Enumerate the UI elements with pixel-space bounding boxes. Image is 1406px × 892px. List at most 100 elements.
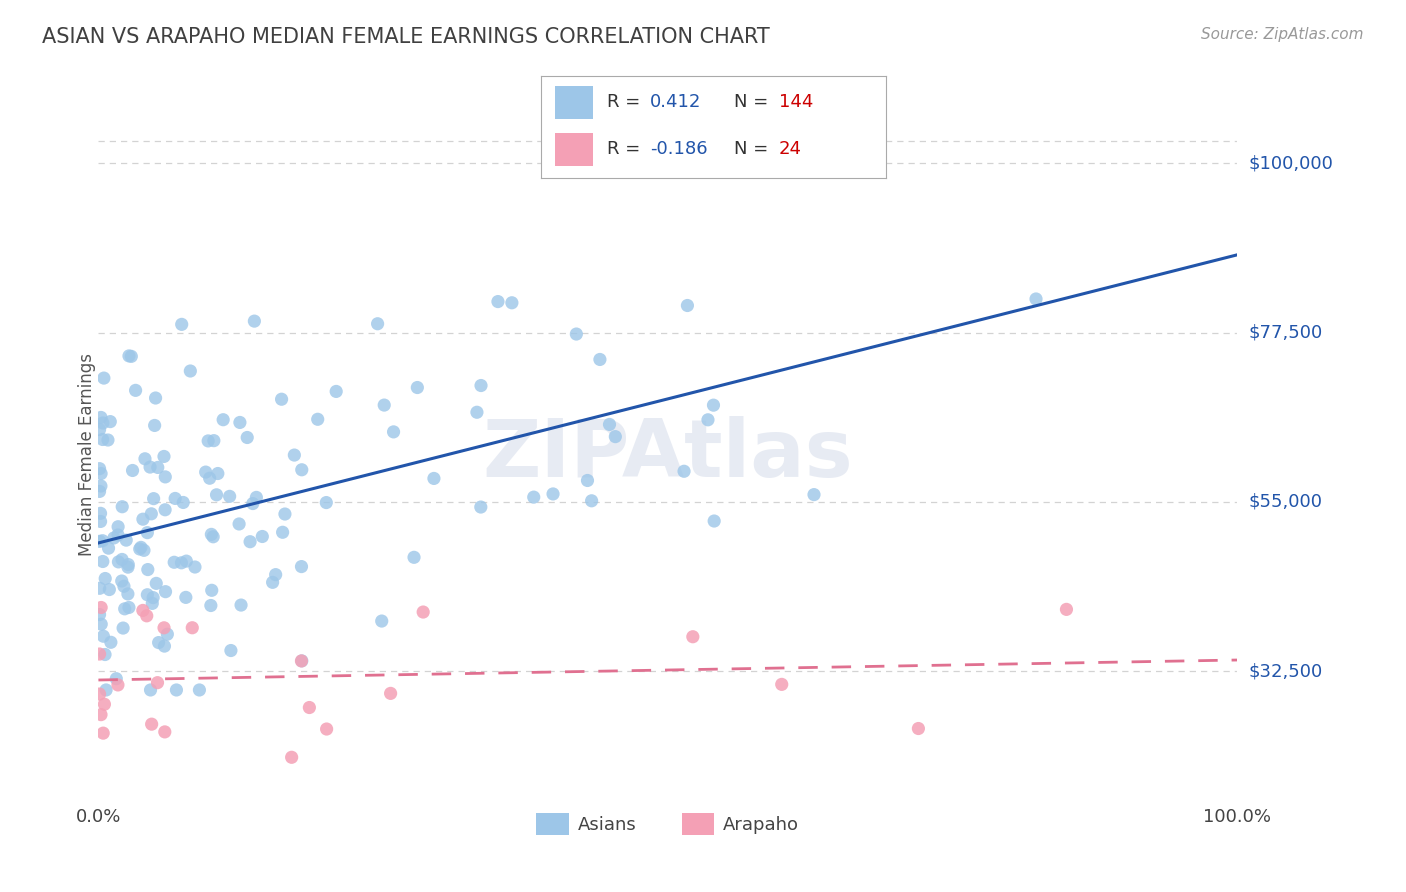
- Point: [90, 467, 112, 481]
- Point: [682, 630, 704, 644]
- Point: [90, 479, 112, 493]
- Point: [179, 364, 201, 378]
- Point: [325, 384, 347, 399]
- Point: [114, 602, 136, 616]
- Point: [105, 672, 128, 686]
- Point: [315, 722, 337, 736]
- Point: [90, 617, 112, 632]
- Point: [135, 608, 157, 623]
- Point: [115, 533, 138, 548]
- Point: [90, 506, 112, 520]
- Point: [181, 621, 204, 635]
- Point: [697, 413, 720, 427]
- Bar: [555, 87, 593, 119]
- Text: ZIPAtlas: ZIPAtlas: [482, 416, 853, 494]
- Text: 0.412: 0.412: [650, 93, 702, 111]
- Point: [89, 423, 111, 437]
- Point: [219, 643, 242, 657]
- Point: [412, 605, 434, 619]
- Point: [170, 318, 193, 332]
- Point: [565, 326, 588, 341]
- Point: [107, 678, 129, 692]
- Point: [205, 488, 228, 502]
- Point: [153, 725, 176, 739]
- Point: [117, 587, 139, 601]
- Point: [245, 491, 267, 505]
- Point: [264, 567, 287, 582]
- Point: [380, 686, 402, 700]
- Point: [91, 554, 114, 568]
- Point: [153, 503, 176, 517]
- Point: [236, 430, 259, 444]
- Point: [136, 563, 159, 577]
- Point: [298, 700, 321, 714]
- Point: [153, 621, 176, 635]
- Point: [194, 465, 217, 479]
- Point: [93, 629, 115, 643]
- Point: [470, 500, 492, 514]
- Text: $55,000: $55,000: [1249, 493, 1323, 511]
- Point: [315, 495, 337, 509]
- Point: [291, 654, 314, 668]
- Point: [132, 512, 155, 526]
- Text: N =: N =: [734, 140, 775, 158]
- Text: -0.186: -0.186: [650, 140, 707, 158]
- Point: [132, 543, 155, 558]
- Point: [111, 574, 134, 588]
- Point: [91, 533, 114, 548]
- Point: [89, 582, 111, 596]
- Legend: Asians, Arapaho: Asians, Arapaho: [529, 806, 807, 842]
- Point: [523, 490, 546, 504]
- Point: [423, 471, 446, 485]
- Point: [589, 352, 612, 367]
- Point: [197, 434, 219, 448]
- Point: [136, 588, 159, 602]
- Point: [271, 525, 294, 540]
- Point: [252, 529, 274, 543]
- Point: [107, 520, 129, 534]
- Point: [1025, 292, 1047, 306]
- Point: [97, 541, 120, 556]
- Point: [228, 516, 250, 531]
- Point: [165, 491, 187, 506]
- Point: [172, 495, 194, 509]
- Point: [673, 464, 696, 478]
- Point: [111, 500, 134, 514]
- Point: [143, 418, 166, 433]
- Point: [118, 349, 141, 363]
- Point: [770, 677, 793, 691]
- Point: [142, 491, 165, 506]
- Point: [229, 416, 252, 430]
- Point: [103, 531, 125, 545]
- Point: [94, 572, 117, 586]
- Text: $77,500: $77,500: [1249, 324, 1323, 342]
- Point: [91, 416, 114, 430]
- Point: [200, 527, 222, 541]
- Point: [117, 558, 139, 572]
- Point: [270, 392, 292, 407]
- Point: [91, 433, 114, 447]
- Point: [243, 314, 266, 328]
- Point: [141, 596, 163, 610]
- Point: [307, 412, 329, 426]
- Point: [170, 556, 193, 570]
- Point: [90, 410, 112, 425]
- Point: [163, 555, 186, 569]
- Text: R =: R =: [607, 140, 645, 158]
- Point: [155, 470, 177, 484]
- Point: [156, 627, 179, 641]
- Point: [229, 598, 252, 612]
- Point: [605, 430, 627, 444]
- Point: [402, 550, 425, 565]
- Point: [148, 635, 170, 649]
- Text: N =: N =: [734, 93, 775, 111]
- Point: [581, 493, 603, 508]
- Point: [676, 298, 699, 312]
- Point: [803, 487, 825, 501]
- Point: [145, 576, 167, 591]
- Point: [100, 635, 122, 649]
- Point: [91, 726, 114, 740]
- Point: [134, 451, 156, 466]
- Point: [146, 460, 169, 475]
- Point: [132, 603, 155, 617]
